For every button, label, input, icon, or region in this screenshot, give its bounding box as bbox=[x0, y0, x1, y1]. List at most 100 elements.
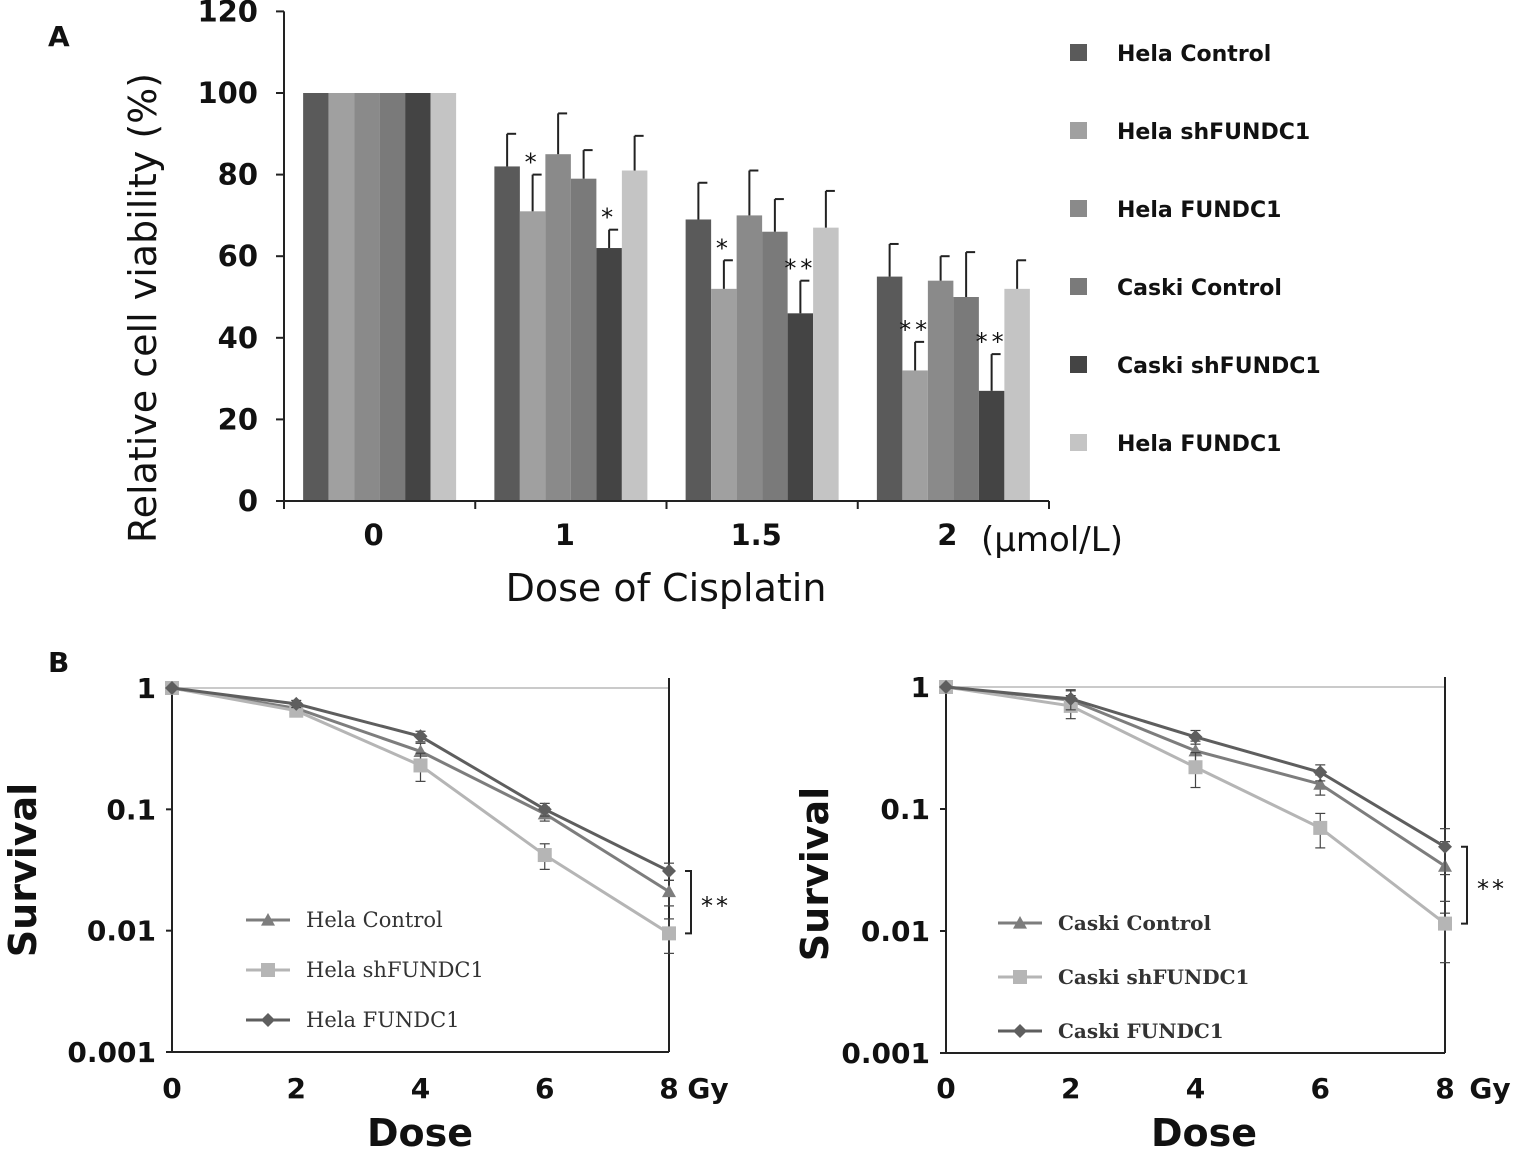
bar bbox=[762, 231, 788, 501]
bar bbox=[685, 219, 712, 502]
x-axis-unit: (μmol/L) bbox=[981, 520, 1123, 560]
legend-label: Hela FUNDC1 bbox=[1117, 198, 1281, 223]
legend-swatch bbox=[1070, 122, 1087, 139]
square-marker bbox=[1313, 820, 1328, 835]
bar bbox=[545, 154, 571, 501]
bar bbox=[927, 280, 954, 501]
y-axis-title: Survival bbox=[1, 783, 45, 957]
significance-mark: ** bbox=[784, 255, 816, 283]
legend-label: Caski shFUNDC1 bbox=[1117, 354, 1321, 379]
bar bbox=[813, 227, 839, 501]
square-marker bbox=[1438, 916, 1452, 931]
significance-mark: ** bbox=[899, 316, 931, 344]
y-tick-label: 0.1 bbox=[106, 793, 156, 826]
bar bbox=[328, 93, 355, 501]
diamond-marker bbox=[1063, 691, 1078, 706]
legend-label: Hela Control bbox=[1117, 42, 1271, 67]
bar bbox=[596, 248, 622, 501]
diamond-marker bbox=[1188, 729, 1203, 744]
x-axis-title: Dose bbox=[1151, 1111, 1257, 1149]
square-marker bbox=[1188, 760, 1203, 775]
x-tick-label: 0 bbox=[936, 1072, 955, 1105]
bar bbox=[570, 178, 597, 501]
x-tick-label: 1.5 bbox=[730, 518, 781, 552]
significance-mark: * bbox=[716, 234, 732, 262]
y-axis-title: Relative cell viability (%) bbox=[121, 73, 165, 543]
bar bbox=[354, 93, 380, 501]
y-axis-title: Survival bbox=[793, 787, 837, 961]
x-axis-title: Dose of Cisplatin bbox=[506, 566, 827, 610]
bar bbox=[379, 93, 406, 501]
legend-swatch bbox=[1070, 434, 1087, 451]
y-tick-label: 0.01 bbox=[87, 915, 156, 948]
bar bbox=[953, 297, 979, 501]
diamond-marker bbox=[261, 1013, 275, 1027]
y-tick-label: 0.001 bbox=[841, 1037, 930, 1070]
square-marker bbox=[537, 848, 552, 863]
x-tick-label: 0 bbox=[364, 518, 384, 552]
legend-swatch bbox=[1070, 200, 1087, 217]
x-tick-label: 6 bbox=[535, 1072, 554, 1105]
legend-label: Hela FUNDC1 bbox=[1117, 432, 1281, 457]
diamond-marker bbox=[165, 681, 179, 695]
bar bbox=[303, 93, 329, 501]
square-marker bbox=[662, 926, 676, 941]
y-tick-label: 1 bbox=[137, 672, 156, 705]
legend-label: Hela FUNDC1 bbox=[306, 1008, 460, 1032]
legend-label: Caski FUNDC1 bbox=[1058, 1019, 1224, 1043]
x-tick-label: 2 bbox=[937, 518, 957, 552]
panel-a-label: A bbox=[48, 20, 70, 53]
triangle-marker bbox=[413, 744, 428, 758]
x-axis-unit: Gy bbox=[687, 1072, 728, 1105]
significance-mark: ** bbox=[976, 328, 1008, 356]
square-marker bbox=[413, 758, 428, 773]
x-tick-label: 4 bbox=[1186, 1072, 1205, 1105]
bar bbox=[787, 313, 814, 501]
x-tick-label: 2 bbox=[287, 1072, 306, 1105]
x-tick-label: 8 bbox=[1435, 1072, 1454, 1105]
series-line bbox=[171, 686, 670, 893]
diamond-marker bbox=[289, 696, 304, 711]
x-tick-label: 4 bbox=[411, 1072, 430, 1105]
x-tick-label: 1 bbox=[555, 518, 575, 552]
bar-group: ******* ** bbox=[303, 93, 1030, 502]
legend-label: Caski shFUNDC1 bbox=[1058, 965, 1249, 989]
diamond-marker bbox=[1313, 765, 1328, 780]
x-axis-title: Dose bbox=[367, 1111, 473, 1149]
legend-swatch bbox=[1070, 44, 1087, 61]
y-tick-label: 120 bbox=[197, 0, 258, 28]
bar bbox=[621, 170, 648, 501]
significance-mark: * bbox=[601, 204, 617, 232]
y-tick-label: 0.01 bbox=[861, 915, 930, 948]
bar bbox=[711, 288, 737, 501]
square-marker bbox=[261, 963, 275, 977]
significance-mark: ** bbox=[701, 892, 731, 920]
y-tick-label: 0.1 bbox=[880, 793, 930, 826]
y-tick-label: 20 bbox=[218, 402, 258, 436]
x-tick-label: 0 bbox=[162, 1072, 181, 1105]
bar bbox=[430, 93, 457, 501]
triangle-marker bbox=[1313, 777, 1328, 790]
legend-label: Hela shFUNDC1 bbox=[306, 958, 484, 982]
panel-b-label: B bbox=[48, 646, 69, 679]
legend-swatch bbox=[1070, 278, 1087, 295]
significance-bracket bbox=[1461, 845, 1468, 925]
triangle-marker bbox=[261, 913, 275, 926]
x-tick-label: 2 bbox=[1061, 1072, 1080, 1105]
series-line bbox=[945, 685, 1446, 925]
y-tick-label: 0 bbox=[238, 484, 258, 518]
triangle-marker bbox=[662, 884, 676, 898]
chart-legend: Hela Control Hela shFUNDC1 Hela FUNDC1 Cask… bbox=[1070, 42, 1321, 457]
x-tick-label: 8 bbox=[659, 1072, 678, 1105]
y-tick-label: 80 bbox=[218, 158, 258, 192]
legend-label: Hela Control bbox=[306, 908, 443, 932]
triangle-marker bbox=[1188, 743, 1203, 757]
x-tick-label: 6 bbox=[1311, 1072, 1330, 1105]
y-tick-label: 60 bbox=[218, 239, 258, 273]
series-line bbox=[171, 686, 670, 935]
